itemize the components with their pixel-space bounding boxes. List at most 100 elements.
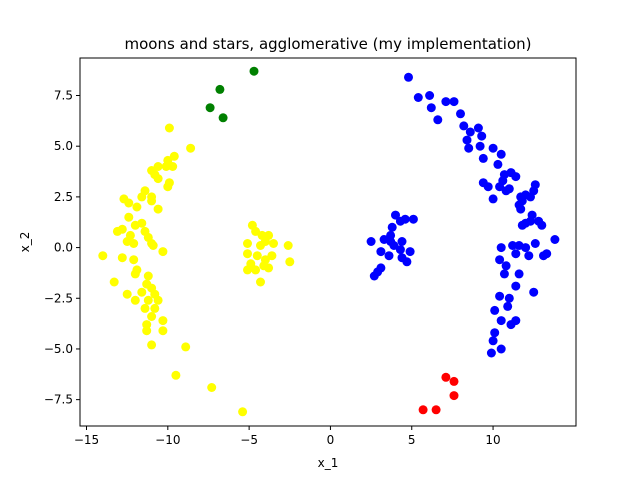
data-point <box>243 249 252 259</box>
data-point <box>495 255 505 265</box>
data-point <box>495 182 505 192</box>
data-point <box>267 251 277 261</box>
data-point <box>441 97 451 107</box>
x-tick-label: −15 <box>74 433 99 447</box>
data-point <box>130 295 140 305</box>
data-point <box>478 153 488 163</box>
data-point <box>153 204 163 214</box>
data-point <box>161 162 171 171</box>
data-point <box>132 202 142 212</box>
data-point <box>496 344 506 354</box>
data-point <box>264 263 274 273</box>
data-point <box>143 295 153 305</box>
data-point <box>143 271 153 281</box>
data-point <box>504 293 514 303</box>
data-point <box>483 182 493 192</box>
data-point <box>408 214 418 224</box>
data-point <box>488 336 498 346</box>
data-point <box>529 287 539 297</box>
data-point <box>473 123 483 133</box>
data-point <box>129 239 139 248</box>
data-point <box>168 162 178 171</box>
data-point <box>542 249 552 259</box>
data-point <box>163 182 173 192</box>
y-tick-label: −5.0 <box>44 342 73 356</box>
data-point <box>256 241 265 250</box>
data-point <box>426 103 436 113</box>
data-point <box>249 66 259 76</box>
data-point <box>516 204 526 214</box>
data-point <box>464 143 474 153</box>
data-point <box>129 255 139 265</box>
x-tick-label: 0 <box>327 433 335 447</box>
data-point <box>449 376 459 386</box>
data-point <box>142 326 152 336</box>
data-point <box>387 222 397 232</box>
data-point <box>256 277 265 287</box>
data-point <box>496 243 506 253</box>
data-point <box>397 237 407 246</box>
data-point <box>465 127 475 137</box>
y-axis: −7.5 −5.0 −2.5 0.0 2.5 5.0 7.5 <box>44 89 80 407</box>
data-point <box>490 328 500 338</box>
data-point <box>269 239 278 248</box>
data-point <box>285 257 295 267</box>
data-point <box>207 383 217 392</box>
data-point <box>243 239 252 248</box>
data-point <box>413 93 423 102</box>
data-point <box>238 407 248 417</box>
data-point <box>153 174 163 184</box>
data-point <box>158 326 168 336</box>
data-point <box>537 220 547 230</box>
data-point <box>137 287 147 297</box>
data-point <box>441 372 451 382</box>
data-point <box>169 151 179 161</box>
data-point <box>137 192 147 202</box>
data-point <box>147 312 157 321</box>
y-tick-label: 0.0 <box>54 241 73 255</box>
data-point <box>496 316 506 326</box>
data-point <box>530 239 540 248</box>
data-point <box>147 166 157 175</box>
data-point <box>147 340 157 350</box>
data-point <box>462 135 472 145</box>
data-point <box>499 269 509 279</box>
data-point <box>503 301 513 311</box>
data-point <box>215 84 225 94</box>
data-point <box>511 172 521 182</box>
y-axis-label: x_2 <box>18 232 32 253</box>
data-point <box>369 271 379 281</box>
data-point <box>490 305 500 315</box>
data-point <box>521 243 531 253</box>
data-point <box>376 247 386 257</box>
data-point <box>405 247 415 257</box>
data-point <box>122 289 132 299</box>
chart-title: moons and stars, agglomerative (my imple… <box>125 35 532 53</box>
data-point <box>251 265 261 275</box>
data-point <box>98 251 108 261</box>
data-point <box>456 109 465 119</box>
data-point <box>124 198 134 208</box>
data-point <box>130 220 140 230</box>
data-point <box>153 162 163 171</box>
y-tick-label: −7.5 <box>44 393 73 407</box>
x-axis-label: x_1 <box>318 456 339 470</box>
data-point <box>140 303 150 313</box>
data-point <box>117 253 127 263</box>
data-point <box>517 220 527 230</box>
data-point <box>449 97 459 107</box>
y-tick-label: 2.5 <box>54 190 73 204</box>
data-point <box>218 113 228 123</box>
data-point <box>164 123 174 133</box>
data-point <box>112 226 122 236</box>
data-point <box>449 391 459 401</box>
data-point <box>511 281 521 291</box>
data-point <box>153 295 163 305</box>
x-tick-label: −5 <box>240 433 258 447</box>
data-point <box>501 186 511 196</box>
data-point <box>514 269 524 279</box>
data-point <box>511 249 521 259</box>
data-point <box>418 405 428 415</box>
data-point <box>433 115 443 125</box>
data-point <box>526 192 535 202</box>
